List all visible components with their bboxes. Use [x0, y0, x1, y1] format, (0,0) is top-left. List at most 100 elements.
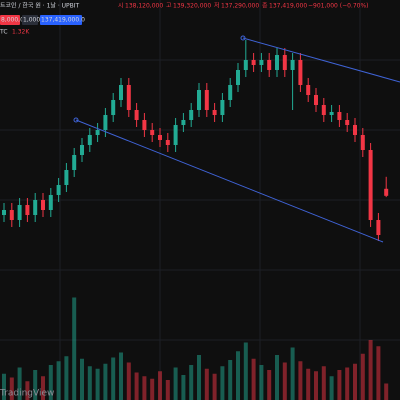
- volume-bar: [212, 373, 217, 400]
- volume-bar: [25, 381, 30, 400]
- candle-body: [345, 120, 350, 125]
- candle-body: [353, 125, 357, 135]
- anchor: [73, 117, 79, 123]
- volume-bar: [142, 376, 147, 400]
- volume-layer: [2, 297, 389, 400]
- candle-body: [48, 195, 53, 210]
- candle-body: [33, 200, 38, 215]
- candle-body: [337, 112, 342, 120]
- candle-body: [150, 130, 155, 135]
- volume-bar: [337, 370, 342, 400]
- volume-bar: [165, 380, 170, 400]
- volume-bar: [290, 347, 295, 400]
- volume-bar: [321, 366, 326, 400]
- volume-bar: [56, 361, 61, 400]
- ohlc-value: 137,419,000: [269, 3, 307, 10]
- volume-bar: [33, 370, 38, 400]
- qty-box[interactable]: [22, 15, 38, 25]
- candle-body: [298, 60, 303, 85]
- volume-value: 1.32K: [12, 29, 30, 36]
- candle-body: [314, 95, 318, 105]
- candle-body: [306, 85, 311, 95]
- volume-bar: [329, 376, 334, 400]
- candle-body: [220, 100, 225, 115]
- volume-bar: [72, 297, 77, 400]
- candle-body: [189, 110, 194, 120]
- volume-bar: [353, 363, 357, 400]
- volume-bar: [376, 346, 381, 400]
- volume-bar: [64, 356, 69, 400]
- candle-body: [197, 90, 201, 110]
- volume-bar: [197, 355, 201, 400]
- volume-bar: [134, 372, 139, 400]
- candle-body: [56, 185, 61, 195]
- volume-bar: [345, 367, 350, 400]
- sell-button[interactable]: [0, 15, 20, 25]
- anchor: [240, 35, 246, 41]
- volume-bar: [111, 357, 116, 400]
- volume-bar: [158, 371, 162, 400]
- volume-bar: [95, 368, 100, 400]
- candle-body: [87, 135, 92, 145]
- sell-price[interactable]: 8,000,0: [1, 17, 24, 24]
- candle-body: [321, 105, 326, 115]
- volume-bar: [282, 362, 287, 400]
- ohlc-label: 고: [166, 3, 172, 10]
- candle-body: [2, 210, 6, 215]
- volume-bar: [173, 367, 178, 400]
- volume-bar: [17, 367, 22, 400]
- trend-line: [75, 119, 384, 243]
- candle-body: [282, 55, 287, 70]
- candle-body: [368, 150, 373, 220]
- volume-bar: [41, 376, 45, 400]
- candle-body: [376, 220, 381, 235]
- candle-body: [165, 140, 170, 145]
- volume-bar: [103, 363, 108, 400]
- volume-bar: [48, 365, 53, 400]
- qty[interactable]: 1,000,0: [23, 17, 46, 24]
- volume-bar: [314, 371, 318, 400]
- volume-bar: [119, 352, 123, 400]
- volume-label: TC: [0, 29, 8, 36]
- buy-price[interactable]: 137,419,000.0: [41, 17, 85, 24]
- volume-bar: [251, 358, 256, 400]
- candle-body: [95, 130, 100, 135]
- candle-body: [251, 60, 256, 65]
- volume-bar: [267, 370, 272, 400]
- candle-body: [119, 85, 123, 100]
- trend-channel: [73, 35, 400, 243]
- volume-bar: [9, 377, 14, 400]
- candle-body: [72, 155, 77, 170]
- candle-body: [17, 205, 22, 220]
- candle-body: [228, 85, 233, 100]
- volume-bar: [181, 375, 186, 400]
- candle-body: [9, 210, 14, 220]
- candle-body: [290, 60, 295, 70]
- candle-layer: [2, 40, 389, 241]
- ohlc-value: 138,120,000: [125, 3, 163, 10]
- watermark: TradingView: [0, 389, 54, 399]
- candle-body: [103, 115, 108, 130]
- volume-bar: [298, 361, 303, 400]
- trend-line: [242, 37, 400, 83]
- buy-button[interactable]: [40, 15, 82, 25]
- volume-bar: [189, 365, 194, 400]
- symbol: 트코인 / 한국 원 · 1날 · UPBIT: [0, 2, 80, 10]
- candle-body: [173, 125, 178, 145]
- candle-body: [41, 200, 45, 210]
- volume-bar: [275, 355, 279, 400]
- change: −901,000 (−0.70%): [308, 3, 369, 10]
- volume-bar: [150, 378, 155, 400]
- volume-bar: [360, 353, 365, 400]
- volume-bar: [384, 383, 389, 400]
- candle-body: [360, 135, 365, 150]
- ohlc-label: 시: [118, 3, 124, 10]
- volume-bar: [236, 351, 240, 400]
- candle-body: [25, 205, 30, 215]
- volume-bar: [368, 340, 373, 400]
- candle-body: [181, 120, 186, 125]
- volume-bar: [220, 366, 225, 400]
